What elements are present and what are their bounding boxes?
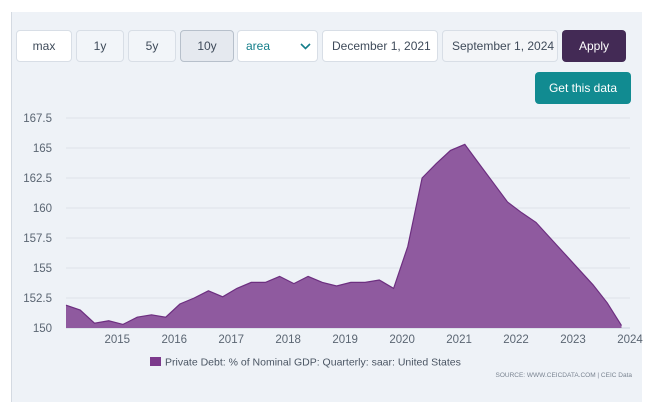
range-max-button[interactable]: max [16,30,72,62]
series-line [65,143,623,326]
y-tick-label: 155 [33,263,52,275]
x-tick-label: 2020 [389,334,415,346]
source-note: SOURCE: WWW.CEICDATA.COM | CEIC Data [495,372,632,379]
x-tick-label: 2015 [104,334,130,346]
area-layer [65,143,623,328]
legend-label: Private Debt: % of Nominal GDP: Quarterl… [165,357,461,369]
y-tick-label: 162.5 [23,173,52,185]
chart-type-select-value: area [246,39,271,53]
y-tick-label: 165 [33,143,52,155]
legend-swatch [150,357,161,366]
x-tick-label: 2017 [218,334,244,346]
y-tick-label: 157.5 [23,233,52,245]
apply-button[interactable]: Apply [562,30,626,62]
x-axis: 2015 2016 2017 2018 2019 2020 2021 2022 2023 2024 [104,334,643,346]
x-tick-label: 2016 [161,334,187,346]
chevron-down-icon [300,42,311,50]
start-date-input[interactable]: December 1, 2021 [322,30,438,62]
range-5y-button[interactable]: 5y [128,30,176,62]
y-tick-label: 167.5 [23,113,52,125]
legend: Private Debt: % of Nominal GDP: Quarterl… [150,357,461,369]
x-tick-label: 2019 [332,334,358,346]
end-date-input[interactable]: September 1, 2024 [442,30,558,62]
x-tick-label: 2022 [503,334,529,346]
y-tick-label: 152.5 [23,293,52,305]
x-tick-label: 2021 [446,334,472,346]
chart-type-select[interactable]: area [237,30,318,62]
y-tick-label: 150 [33,323,52,335]
y-axis: 150 152.5 155 157.5 160 162.5 165 167.5 [23,113,52,335]
get-this-data-button[interactable]: Get this data [535,72,631,104]
x-tick-label: 2024 [617,334,643,346]
x-tick-label: 2018 [275,334,301,346]
y-tick-label: 160 [33,203,52,215]
area-series [66,144,622,328]
x-tick-label: 2023 [560,334,586,346]
range-1y-button[interactable]: 1y [76,30,124,62]
range-10y-button[interactable]: 10y [180,30,234,62]
